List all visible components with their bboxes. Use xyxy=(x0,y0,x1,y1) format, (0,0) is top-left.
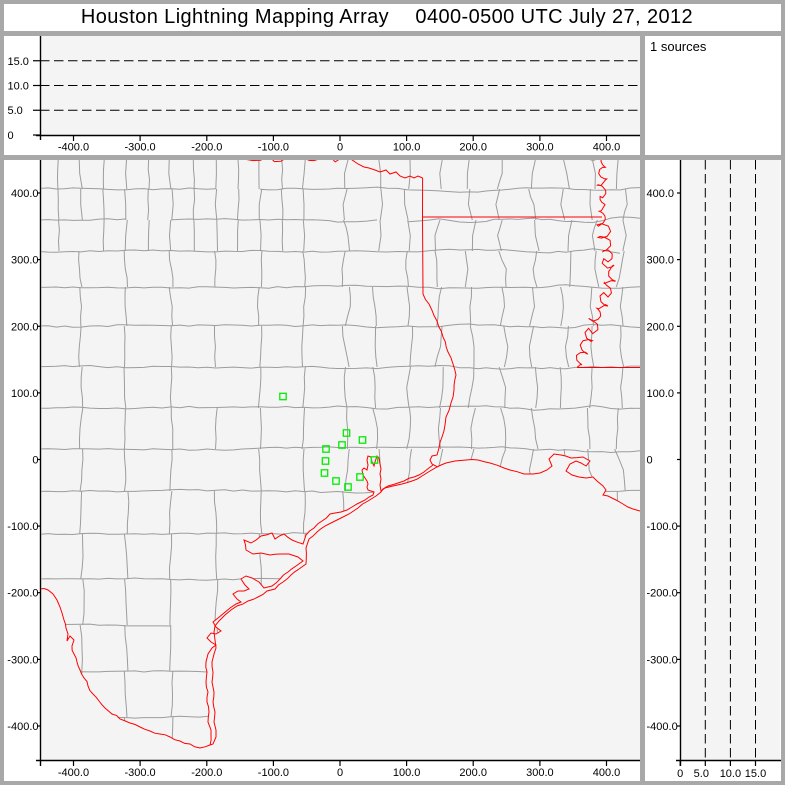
svg-text:-400.0: -400.0 xyxy=(7,721,38,733)
svg-text:100.0: 100.0 xyxy=(393,767,421,779)
svg-text:400.0: 400.0 xyxy=(593,767,621,779)
svg-text:-400.0: -400.0 xyxy=(58,767,89,779)
svg-text:15.0: 15.0 xyxy=(8,56,29,68)
svg-text:100.0: 100.0 xyxy=(11,388,39,400)
svg-text:200.0: 200.0 xyxy=(647,321,675,333)
svg-text:-400.0: -400.0 xyxy=(647,721,678,733)
svg-text:0: 0 xyxy=(337,142,343,154)
svg-text:-300.0: -300.0 xyxy=(647,654,678,666)
svg-text:200.0: 200.0 xyxy=(11,321,39,333)
svg-text:400.0: 400.0 xyxy=(11,188,39,200)
svg-text:-100.0: -100.0 xyxy=(258,142,289,154)
svg-text:0: 0 xyxy=(8,130,14,142)
svg-text:-300.0: -300.0 xyxy=(124,142,155,154)
svg-text:10.0: 10.0 xyxy=(720,768,741,780)
svg-text:Houston Lightning Mapping Arra: Houston Lightning Mapping Array 0400-050… xyxy=(81,6,693,28)
svg-text:200.0: 200.0 xyxy=(459,142,487,154)
svg-text:-100.0: -100.0 xyxy=(7,521,38,533)
svg-text:400.0: 400.0 xyxy=(647,188,675,200)
svg-text:100.0: 100.0 xyxy=(647,388,675,400)
svg-text:15.0: 15.0 xyxy=(745,768,766,780)
svg-text:300.0: 300.0 xyxy=(11,255,39,267)
svg-text:300.0: 300.0 xyxy=(526,142,554,154)
svg-text:-200.0: -200.0 xyxy=(647,588,678,600)
svg-text:0: 0 xyxy=(677,768,683,780)
svg-text:400.0: 400.0 xyxy=(593,142,621,154)
svg-text:100.0: 100.0 xyxy=(393,142,421,154)
svg-text:-400.0: -400.0 xyxy=(58,142,89,154)
svg-text:300.0: 300.0 xyxy=(647,255,675,267)
svg-text:-300.0: -300.0 xyxy=(124,767,155,779)
svg-text:-200.0: -200.0 xyxy=(191,767,222,779)
svg-text:300.0: 300.0 xyxy=(526,767,554,779)
svg-text:0: 0 xyxy=(32,455,38,467)
svg-text:0: 0 xyxy=(337,767,343,779)
svg-text:1 sources: 1 sources xyxy=(650,39,707,54)
svg-text:5.0: 5.0 xyxy=(694,768,709,780)
svg-text:0: 0 xyxy=(647,455,653,467)
svg-text:-200.0: -200.0 xyxy=(191,142,222,154)
svg-text:-100.0: -100.0 xyxy=(258,767,289,779)
svg-text:-100.0: -100.0 xyxy=(647,521,678,533)
svg-text:200.0: 200.0 xyxy=(459,767,487,779)
svg-text:-300.0: -300.0 xyxy=(7,654,38,666)
svg-text:-200.0: -200.0 xyxy=(7,588,38,600)
svg-text:5.0: 5.0 xyxy=(8,105,23,117)
svg-text:10.0: 10.0 xyxy=(8,81,29,93)
